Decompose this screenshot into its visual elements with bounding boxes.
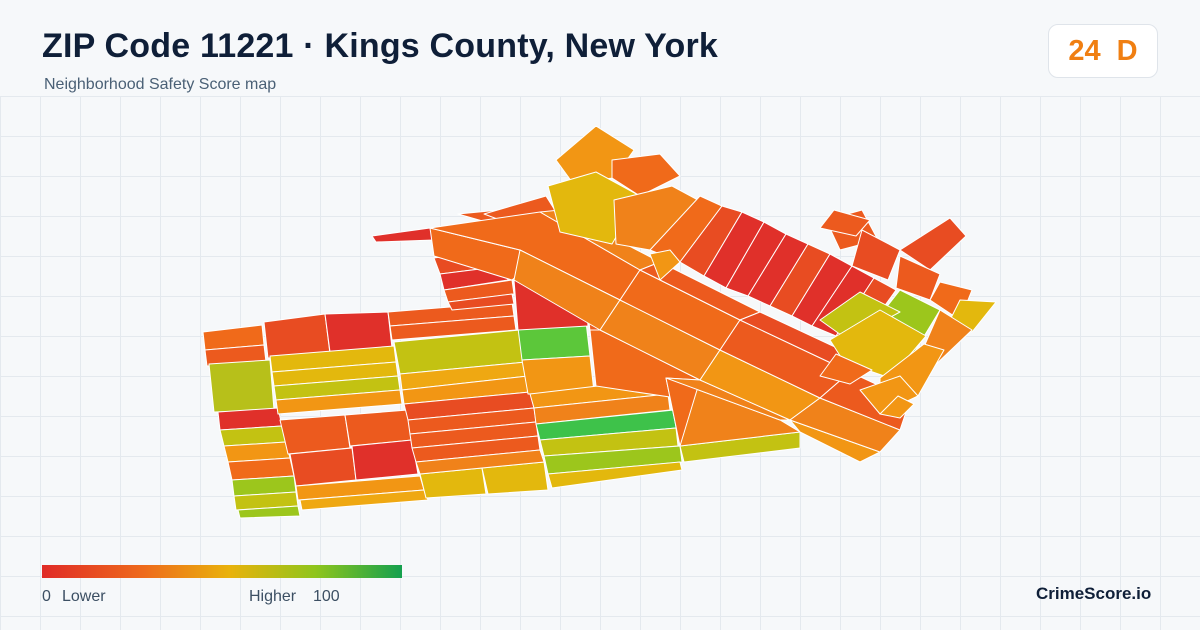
map-block[interactable] bbox=[447, 293, 515, 311]
map-block[interactable] bbox=[851, 229, 901, 281]
map-block[interactable] bbox=[819, 291, 901, 341]
map-block[interactable] bbox=[819, 353, 873, 385]
map-block[interactable] bbox=[237, 505, 301, 519]
legend-max-label: Higher bbox=[249, 588, 297, 605]
header: ZIP Code 11221 · Kings County, New York … bbox=[0, 0, 1200, 96]
map-block[interactable] bbox=[275, 389, 403, 415]
map-block[interactable] bbox=[289, 447, 357, 487]
legend-min-label: Lower bbox=[62, 588, 106, 605]
legend-max-value: 100 bbox=[313, 588, 340, 605]
map-block[interactable] bbox=[263, 313, 331, 359]
map-block[interactable] bbox=[819, 209, 871, 237]
map-block[interactable] bbox=[371, 227, 435, 243]
map-block[interactable] bbox=[859, 375, 919, 415]
map-block[interactable] bbox=[443, 279, 515, 303]
map-block[interactable] bbox=[899, 217, 967, 271]
map-block[interactable] bbox=[351, 439, 419, 481]
map-block[interactable] bbox=[324, 311, 393, 353]
brand-logo-text: CrimeScore.io bbox=[1036, 584, 1152, 603]
map-block[interactable] bbox=[279, 414, 351, 455]
map-block[interactable] bbox=[611, 153, 681, 197]
map-block[interactable] bbox=[415, 449, 545, 475]
map-block[interactable] bbox=[543, 445, 683, 475]
page-subtitle: Neighborhood Safety Score map bbox=[44, 76, 277, 93]
page-title: ZIP Code 11221 · Kings County, New York bbox=[42, 27, 719, 65]
score-value: 24 bbox=[1068, 34, 1101, 67]
map-block[interactable] bbox=[879, 395, 915, 419]
legend-min-value: 0 bbox=[42, 588, 51, 605]
map-block[interactable] bbox=[649, 249, 681, 281]
map-block[interactable] bbox=[299, 489, 429, 511]
legend-gradient-bar bbox=[42, 565, 402, 578]
score-grade: D bbox=[1116, 34, 1138, 67]
map-block[interactable] bbox=[547, 461, 683, 489]
map-block[interactable] bbox=[208, 359, 275, 413]
score-badge: 24 D bbox=[1048, 24, 1158, 78]
